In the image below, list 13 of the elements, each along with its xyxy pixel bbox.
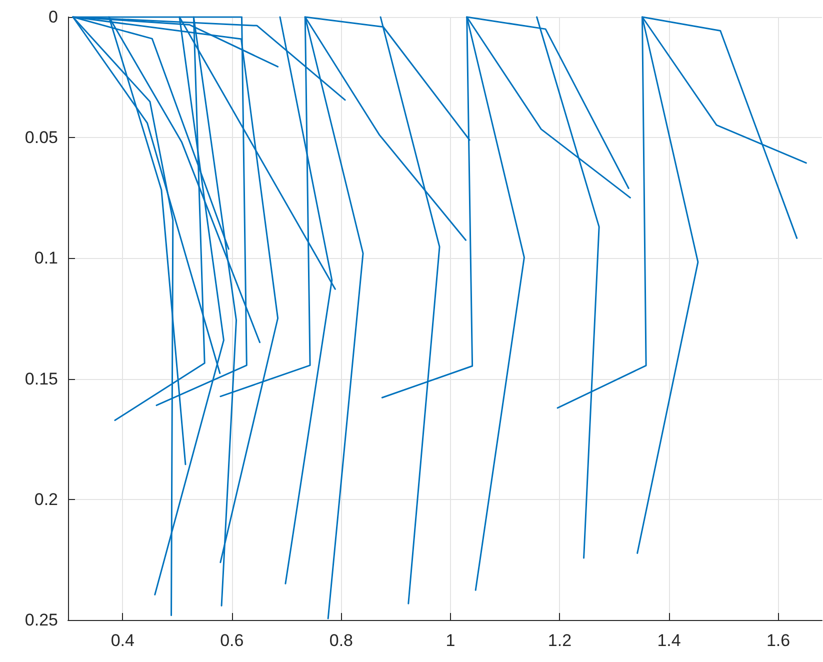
x-tick-label: 1.6 (766, 631, 790, 650)
x-tick-label: 1.2 (548, 631, 572, 650)
y-tick-label: 0.2 (34, 490, 58, 509)
x-tick-label: 1.4 (657, 631, 681, 650)
x-tick-label: 0.8 (329, 631, 354, 650)
y-tick-label: 0.05 (24, 128, 58, 148)
y-tick-label: 0.1 (34, 248, 58, 268)
y-tick-label: 0 (48, 8, 58, 26)
x-tick-label: 1 (446, 631, 456, 650)
y-tick-label: 0.25 (24, 610, 58, 630)
x-tick-label: 0.6 (220, 631, 244, 650)
y-tick-label: 0.15 (24, 369, 58, 388)
x-tick-label: 0.4 (110, 631, 134, 650)
